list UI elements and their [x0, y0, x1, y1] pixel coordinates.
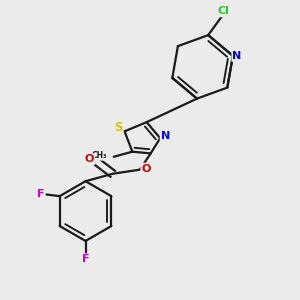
- Text: S: S: [114, 122, 123, 134]
- Text: CH₃: CH₃: [92, 151, 108, 160]
- Text: O: O: [85, 154, 94, 164]
- Text: F: F: [82, 254, 89, 264]
- Text: O: O: [141, 164, 151, 174]
- Text: N: N: [160, 131, 170, 141]
- Text: F: F: [37, 190, 45, 200]
- Text: Cl: Cl: [218, 6, 230, 16]
- Text: N: N: [232, 51, 242, 61]
